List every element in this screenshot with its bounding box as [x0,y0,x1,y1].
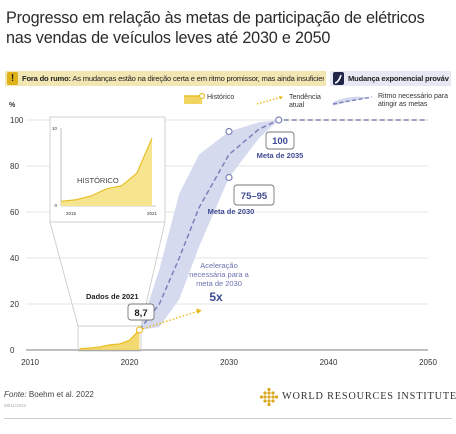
legend-label-required-line1: Ritmo necessário para [378,93,448,100]
acceleration-factor: 5x [209,290,223,304]
change-label: Mudança exponencial provável [348,74,449,83]
status-banner: ! Fora do rumo: As mudanças estão na dir… [5,71,326,86]
inset-historic-area [61,138,152,206]
y-tick-100: 100 [10,116,24,125]
legend-label-required: Ritmo necessário para atingir as metas [378,93,450,108]
legend-label-historic: Histórico [207,94,234,101]
inset-x-tick-2015: 2015 [66,211,77,216]
legend-item-historic: Histórico [184,92,234,104]
x-tick-2010: 2010 [21,358,39,367]
zoom-callout [49,221,166,352]
target-2030-value: 75–95 [241,191,268,202]
x-tick-2030: 2030 [220,358,238,367]
series-group [79,119,428,350]
data-2021-box [127,303,155,321]
target-band-area [139,120,279,330]
legend: Histórico Tendência atual Ritmo necessár… [184,92,450,109]
trend-arrowhead [196,308,202,314]
legend-label-trend: Tendência atual [289,94,323,109]
historic-line [79,329,140,350]
markers [135,116,283,334]
status-label: Fora do rumo: [22,74,71,83]
y-axis-unit: % [9,102,16,109]
acceleration-line-1: Aceleração [200,261,238,270]
inset-y-tick-10: 10 [52,126,58,131]
data-2021-value: 8,7 [134,308,147,319]
legend-item-trend: Tendência atual [256,94,323,109]
source-note: Fonte: Boehm et al. 2022 [4,390,94,399]
legend-label-required-line2: atingir as metas [378,101,428,108]
legend-label-trend-line2: atual [289,102,305,109]
inset-x-tick-2021: 2021 [147,211,158,216]
x-tick-2040: 2040 [320,358,338,367]
target-2035-label: Meta de 2035 [257,151,304,160]
marker-2035-100 [275,116,283,124]
legend-item-required: Ritmo necessário para atingir as metas [332,93,450,108]
data-2021-label: Dados de 2021 [86,292,139,301]
inset-chart: 10 0 2015 2021 HISTÓRICO [49,116,166,223]
acceleration-line-2: necessária para a [189,270,249,279]
chart-title: Progresso em relação às metas de partici… [6,9,425,47]
target-2030-box [233,184,275,206]
source-label: Fonte: [4,390,27,399]
change-banner: Mudança exponencial provável [330,71,451,86]
target-2035-box [265,131,295,150]
marker-2030-75 [225,173,233,182]
warning-icon: ! [7,72,18,85]
target-2035-value: 100 [272,136,288,147]
y-tick-20: 20 [10,300,19,309]
y-tick-0: 0 [10,346,15,355]
annotation-2035: 100 Meta de 2035 [257,131,304,160]
acceleration-line-3: meta de 2030 [196,279,242,288]
y-tick-80: 80 [10,162,19,171]
required-pace-line [138,119,428,331]
acceleration-annotation: Aceleração necessária para a meta de 203… [189,261,249,304]
legend-label-trend-line1: Tendência [289,94,321,101]
legend-swatch-historic [184,96,202,104]
annotation-2030: 75–95 Meta de 2030 [208,184,275,216]
inset-area [60,137,153,206]
y-tick-40: 40 [10,254,19,263]
x-tick-2020: 2020 [121,358,139,367]
marker-2021-8.7 [135,326,144,334]
wri-logo-icon [259,387,279,407]
wri-logo: WORLD RESOURCES INSTITUTE [258,386,456,408]
source-text: Boehm et al. 2022 [28,390,94,399]
zoom-region-box [77,325,142,352]
y-tick-60: 60 [10,208,19,217]
exponential-curve-icon [333,72,344,85]
inset-y-tick-0: 0 [54,203,57,208]
status-text: As mudanças estão na direção certa e em … [72,74,324,83]
target-band [139,120,279,330]
inset-historic-line [60,137,153,202]
inset-label: HISTÓRICO [77,176,119,185]
annotation-2021: Dados de 2021 8,7 [86,292,155,321]
wri-name: WORLD RESOURCES INSTITUTE [282,391,456,402]
target-2030-label: Meta de 2030 [208,207,255,216]
footer-divider [4,418,452,419]
publish-date: 08/11/2022 [4,403,27,408]
marker-2030-95 [225,127,233,136]
historic-area [79,329,140,350]
x-tick-2050: 2050 [419,358,437,367]
